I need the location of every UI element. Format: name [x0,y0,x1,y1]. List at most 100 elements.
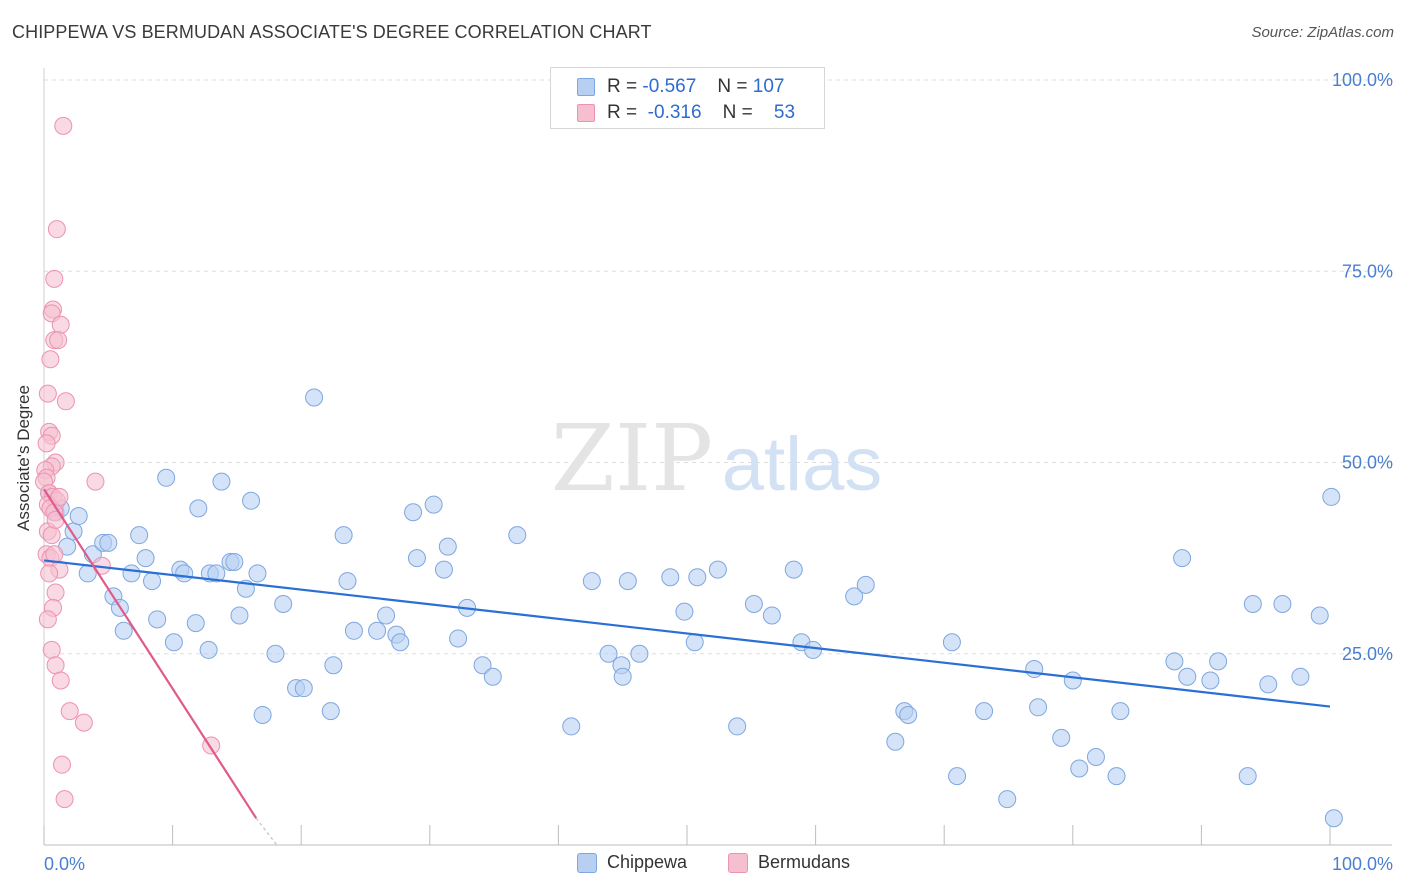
chippewa-point [599,644,618,663]
bermudans-point [40,564,59,583]
chippewa-point [1324,809,1343,828]
chippewa-point [685,633,704,652]
bermudans-point [55,790,74,809]
axes [43,68,1392,846]
chippewa-point [69,507,88,526]
chippewa-point [136,549,155,568]
legend-swatch-blue [577,78,595,96]
chippewa-point [122,564,141,583]
legend-r-value: -0.567 [642,76,697,97]
chippewa-point [1111,702,1130,721]
chippewa-point [688,568,707,587]
chippewa-point [334,526,353,545]
y-axis-label: Associate's Degree [14,385,33,531]
chippewa-point [157,468,176,487]
legend-r-value: -0.316 [647,102,702,123]
chippewa-point [324,656,343,675]
chippewa-point [1201,671,1220,690]
legend-n-value: 107 [752,76,785,97]
chippewa-point [338,572,357,591]
watermark-zip: ZIP [551,405,713,512]
bermudans-point [46,656,65,675]
chippewa-point [186,614,205,633]
chippewa-point [728,717,747,736]
chippewa-point [1052,728,1071,747]
chippewa-point [248,564,267,583]
chippewa-point [175,564,194,583]
chippewa-point [1273,595,1292,614]
chippewa-point [438,537,457,556]
chippewa-point [483,667,502,686]
chippewa-point [305,388,324,407]
x-tick-label: 0.0% [44,854,85,874]
chippewa-point [391,633,410,652]
chippewa-point [473,656,492,675]
chippewa-point [708,560,727,579]
legend-n-label: N = [717,76,748,97]
chippewa-trend-line [43,559,1331,708]
legend-row-chippewa: R = -0.567 N = 107 [577,75,784,99]
chippewa-point [253,705,272,724]
chippewa-point [434,560,453,579]
chippewa-point [630,644,649,663]
bermudans-point [41,350,60,369]
chippewa-point [266,644,285,663]
chippewa-point [274,595,293,614]
tick-labels: 100.0% 75.0% 50.0% 25.0% 0.0% 100.0% [44,70,1393,874]
chippewa-point [1063,671,1082,690]
chippewa-point [377,606,396,625]
chippewa-point [1243,595,1262,614]
chippewa-point [225,552,244,571]
y-tick-label: 50.0% [1342,453,1393,473]
chippewa-point [143,572,162,591]
chippewa-point [1029,698,1048,717]
chippewa-point [189,499,208,518]
bermudans-point [56,392,75,411]
bermudans-point [37,434,56,453]
chippewa-point [899,705,918,724]
bermudans-trend-line [43,488,258,819]
chippewa-point [230,606,249,625]
chippewa-point [744,595,763,614]
series-legend-chippewa: Chippewa [577,852,687,873]
legend-n-label: N = [722,102,753,123]
chippewa-point [1291,667,1310,686]
chippewa-point [845,587,864,606]
bermudans-point [38,384,57,403]
y-tick-label: 75.0% [1342,261,1393,281]
chippewa-point [148,610,167,629]
chippewa-point [207,564,226,583]
chippewa-point [562,717,581,736]
watermark: ZIP atlas [551,405,882,512]
bermudans-point [54,116,73,135]
chippewa-point [942,633,961,652]
bermudans-point [46,510,65,529]
series-legend: Chippewa Bermudans [0,852,1406,878]
chippewa-point [130,526,149,545]
chippewa-point [998,790,1017,809]
chippewa-point [1238,767,1257,786]
chippewa-point [1259,675,1278,694]
chippewa-point [1086,748,1105,767]
chippewa-point [661,568,680,587]
bermudans-point [47,220,66,239]
bermudans-point [50,487,69,506]
chippewa-point [508,526,527,545]
chippewa-point [114,621,133,640]
y-tick-label: 25.0% [1342,644,1393,664]
chippewa-point [613,667,632,686]
chippewa-swatch [577,852,597,873]
chart-title: CHIPPEWA VS BERMUDAN ASSOCIATE'S DEGREE … [12,22,652,42]
bermudans-swatch [728,852,748,873]
chippewa-point [675,602,694,621]
bermudans-point [45,269,64,288]
bermudans-point [42,640,61,659]
chippewa-point [1322,487,1341,506]
legend-r-label: R = [607,102,638,123]
legend-row-bermudans: R = -0.316 N = 53 [577,101,795,125]
chippewa-point [294,679,313,698]
bermudans-point [46,583,65,602]
chippewa-point [368,621,387,640]
bermudans-point [60,702,79,721]
